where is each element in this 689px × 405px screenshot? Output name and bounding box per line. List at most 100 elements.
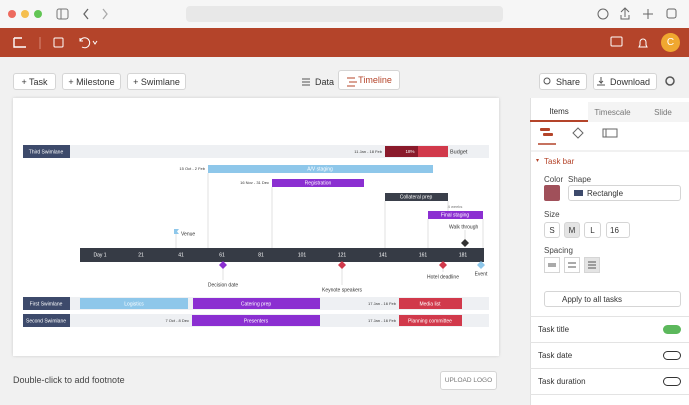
milestone-label: Keynote speakers [322,287,363,293]
task-bar[interactable] [272,179,364,187]
timescale-label: 161 [419,252,428,258]
milestone-label: Decision date [208,282,239,288]
timescale-label: 21 [138,252,144,258]
task-label: Registration [305,180,332,186]
timescale-label: 101 [298,252,307,258]
side-panel [530,98,689,405]
task-bar[interactable] [399,298,462,309]
milestone-marker[interactable] [461,239,469,247]
milestone-marker[interactable] [477,261,485,269]
slide-canvas[interactable] [13,98,499,356]
add-task-button[interactable]: + Task [13,73,56,90]
panel-tab[interactable]: Slide [637,102,689,122]
milestone-label: Hotel deadline [427,274,459,280]
color-swatch[interactable] [544,185,560,201]
task-duration: 4 weeks [448,204,463,209]
task-bar[interactable] [193,298,320,309]
toggle-off[interactable] [663,351,681,360]
size-button[interactable]: M [564,222,580,238]
option-label: Task title [538,325,570,334]
toggle-off[interactable] [663,377,681,386]
shape-label: Shape [568,175,592,184]
task-bar[interactable] [385,146,418,157]
task-label: A/V staging [307,166,333,172]
milestone-label: Event [475,271,488,277]
task-date: 16 Nov - 31 Dec [240,180,269,185]
swimlane-label: Third Swimlane [29,149,64,155]
app-bar-icons [13,36,648,49]
section-header[interactable]: Task bar [544,157,575,166]
spacing-label: Spacing [544,246,573,255]
timescale-label: 61 [219,252,225,258]
data-tab[interactable]: Data [314,76,334,87]
task-date: 15 Oct - 2 Feb [179,166,205,171]
timescale-label: 121 [338,252,347,258]
task-date: 17 Jan - 16 Feb [368,318,397,323]
add-swimlane-button[interactable]: + Swimlane [127,73,186,90]
task-bar[interactable] [399,315,462,326]
size-button[interactable]: S [544,222,560,238]
toolbar-icons [302,76,675,87]
shape-dropdown[interactable]: Rectangle [568,185,681,201]
task-date: 7 Oct - 8 Dec [165,318,189,323]
task-label: Collateral prep [400,194,433,200]
app-bar [0,28,689,57]
timescale-label: 81 [258,252,264,258]
shape-icon [574,190,583,196]
spacing-buttons[interactable] [544,257,604,273]
swimlane-label: Second Swimlane [26,318,66,324]
task-bar[interactable] [192,315,320,326]
timescale-bar [80,248,484,262]
option-row[interactable]: Task date [530,342,689,368]
timescale-label: 181 [459,252,468,258]
toggle-on[interactable] [663,325,681,334]
task-bar[interactable] [80,298,188,309]
panel-tab[interactable]: Items [530,102,588,122]
task-label: Presenters [244,318,269,324]
task-bar[interactable] [385,193,448,201]
task-date: 11 Jan - 18 Feb [354,149,382,154]
milestone-marker[interactable] [219,261,227,269]
share-button[interactable]: Share [539,73,587,90]
option-row[interactable]: Task title [530,316,689,342]
option-label: Task date [538,351,573,360]
timescale-label: Day 1 [93,252,106,258]
milestone-marker[interactable] [338,261,346,269]
add-milestone-button[interactable]: + Milestone [62,73,121,90]
swimlane-label: First Swimlane [30,301,63,307]
option-row [530,394,689,405]
size-input[interactable]: 16 [606,222,630,238]
milestone-flag[interactable] [174,229,179,234]
timeline-tab[interactable]: Timeline [338,70,400,90]
milestone-label: Venue [181,231,195,237]
timescale-label: 41 [178,252,184,258]
panel-icons [530,127,689,152]
task-label: Logistics [124,301,144,307]
size-label: Size [544,210,560,219]
task-label: Budget [450,149,468,155]
timeline: Third Swimlane 11 Jan - 18 Feb 18% Budge… [23,145,489,327]
panel-tab[interactable]: Timescale [588,102,637,122]
task-bar[interactable] [428,211,483,219]
task-progress: 18% [405,149,414,154]
task-bar[interactable] [208,165,433,173]
task-date: 17 Jan - 16 Feb [368,301,397,306]
color-label: Color [544,175,564,184]
option-row[interactable]: Task duration [530,368,689,394]
size-button[interactable]: L [584,222,601,238]
task-label: Planning committee [408,318,452,324]
milestone-marker[interactable] [439,261,447,269]
upload-logo-button[interactable]: UPLOAD LOGO [440,371,497,390]
download-button[interactable]: Download [593,73,657,90]
footnote[interactable]: Double-click to add footnote [13,375,125,385]
task-label: Catering prep [241,301,272,307]
caret: ▾ [536,158,540,164]
apply-dropdown[interactable]: Apply to all tasks [544,291,681,307]
milestone-label: Walk through [449,224,478,230]
task-label: Final staging [441,212,470,218]
task-bar[interactable] [418,146,448,157]
task-label: Media list [419,301,441,307]
avatar[interactable]: C [661,33,680,52]
